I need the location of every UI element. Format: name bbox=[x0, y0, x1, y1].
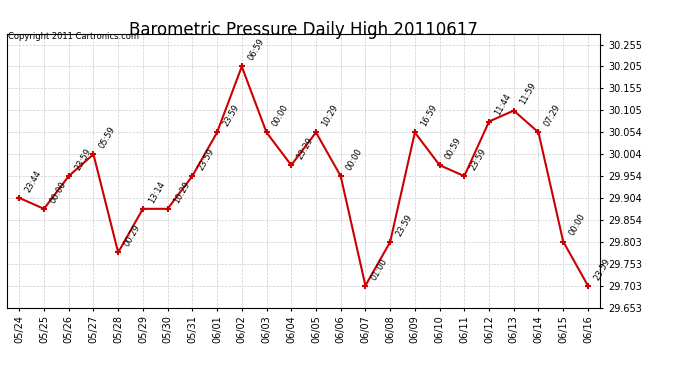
Text: 23:59: 23:59 bbox=[592, 256, 612, 282]
Text: 00:59: 00:59 bbox=[444, 136, 464, 161]
Text: 05:59: 05:59 bbox=[97, 125, 117, 150]
Text: 11:59: 11:59 bbox=[518, 81, 538, 106]
Text: 16:59: 16:59 bbox=[419, 103, 439, 128]
Text: 11:44: 11:44 bbox=[493, 92, 513, 117]
Text: Barometric Pressure Daily High 20110617: Barometric Pressure Daily High 20110617 bbox=[129, 21, 478, 39]
Text: 10:29: 10:29 bbox=[172, 180, 191, 205]
Text: 23:59: 23:59 bbox=[73, 147, 92, 172]
Text: 00:00: 00:00 bbox=[567, 212, 587, 237]
Text: 23:59: 23:59 bbox=[221, 103, 241, 128]
Text: 23:44: 23:44 bbox=[23, 169, 43, 194]
Text: 10:29: 10:29 bbox=[320, 103, 339, 128]
Text: 06:59: 06:59 bbox=[246, 37, 266, 62]
Text: 23:59: 23:59 bbox=[394, 213, 414, 238]
Text: Copyright 2011 Cartronics.com: Copyright 2011 Cartronics.com bbox=[8, 32, 139, 41]
Text: 13:14: 13:14 bbox=[147, 180, 167, 205]
Text: 01:00: 01:00 bbox=[370, 256, 389, 282]
Text: 00:00: 00:00 bbox=[345, 147, 364, 172]
Text: 23:29: 23:29 bbox=[295, 136, 315, 161]
Text: 00:29: 00:29 bbox=[122, 223, 142, 248]
Text: 23:59: 23:59 bbox=[469, 147, 489, 172]
Text: 07:29: 07:29 bbox=[542, 103, 562, 128]
Text: 23:59: 23:59 bbox=[197, 147, 216, 172]
Text: 00:00: 00:00 bbox=[48, 180, 68, 205]
Text: 00:00: 00:00 bbox=[270, 103, 290, 128]
